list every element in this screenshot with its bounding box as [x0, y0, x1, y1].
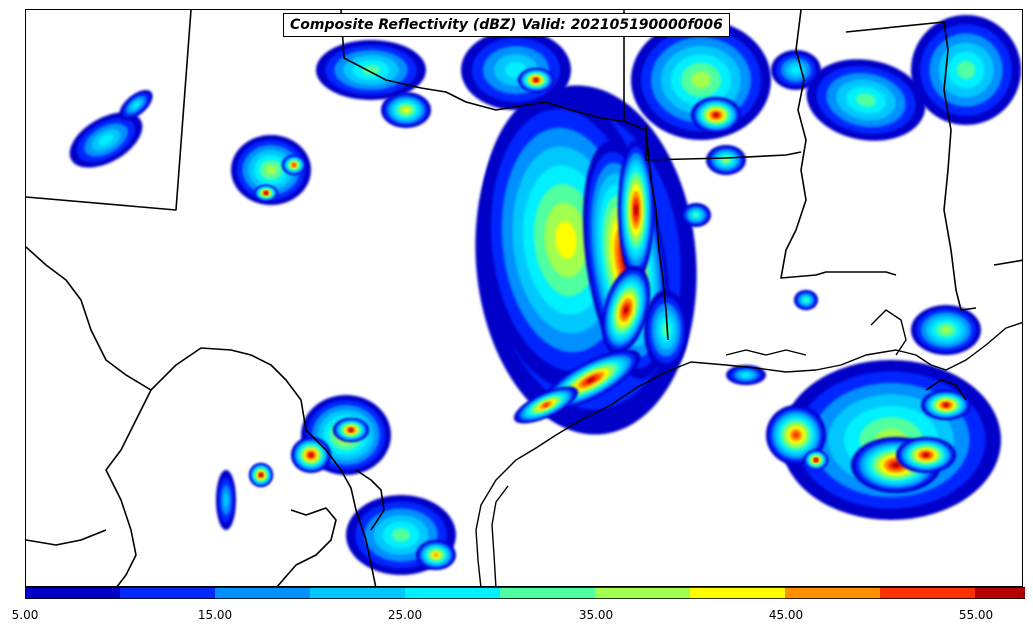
reflectivity-contour [693, 213, 699, 217]
reflectivity-contour [941, 326, 951, 334]
reflectivity-contour [264, 191, 268, 195]
reflectivity-contour [793, 432, 799, 438]
colorbar-segment [310, 587, 406, 599]
reflectivity-contour [292, 163, 296, 167]
colorbar-segment [405, 587, 501, 599]
reflectivity-contour [814, 458, 818, 462]
colorbar-tick-label: 25.00 [387, 608, 423, 622]
reflectivity-contour [309, 453, 313, 457]
colorbar-segment [215, 587, 311, 599]
reflectivity-field [69, 15, 1021, 575]
reflectivity-contour [534, 78, 538, 82]
reflectivity-contour [923, 453, 929, 457]
colorbar-segment [120, 587, 216, 599]
colorbar-segment [880, 587, 976, 599]
state-and-country-boundaries [26, 10, 1022, 586]
reflectivity-contour [361, 65, 381, 75]
reflectivity-contour [691, 71, 711, 89]
reflectivity-contour [542, 402, 550, 408]
coastline [475, 309, 1022, 586]
reflectivity-contour [742, 373, 750, 377]
reflectivity-contour [223, 492, 229, 508]
colorbar [25, 587, 1025, 599]
reflectivity-contour [265, 165, 277, 175]
colorbar-outline [25, 587, 1025, 599]
reflectivity-contour [402, 107, 410, 113]
colorbar-tick-label: 55.00 [958, 608, 994, 622]
reflectivity-contour [804, 298, 808, 302]
colorbar-extend-arrow [1022, 592, 1025, 594]
reflectivity-contour [891, 462, 901, 468]
reflectivity-contour [956, 60, 976, 80]
reflectivity-contour [433, 553, 439, 557]
map-title: Composite Reflectivity (dBZ) Valid: 2021… [283, 13, 730, 37]
reflectivity-contour [349, 428, 353, 432]
reflectivity-contour [132, 102, 140, 108]
reflectivity-contour [713, 113, 719, 117]
colorbar-segment [785, 587, 881, 599]
reflectivity-contour [634, 203, 638, 217]
colorbar-tick-label: 45.00 [768, 608, 804, 622]
reflectivity-contour [586, 377, 596, 383]
reflectivity-contour [791, 66, 801, 74]
reflectivity-contour [856, 93, 876, 107]
colorbar-segment [975, 587, 1025, 599]
reflectivity-contour [623, 306, 629, 314]
reflectivity-contour [391, 528, 411, 542]
colorbar-segment [25, 587, 121, 599]
colorbar-segment [690, 587, 786, 599]
reflectivity-contour [555, 221, 577, 259]
colorbar-tick-label: 35.00 [578, 608, 614, 622]
colorbar-tick-label: 15.00 [197, 608, 233, 622]
colorbar-segment [595, 587, 691, 599]
reflectivity-contour [259, 473, 263, 477]
reflectivity-contour [723, 157, 729, 163]
map-panel [25, 9, 1023, 587]
colorbar-segment [500, 587, 596, 599]
reflectivity-contour [98, 134, 114, 146]
reflectivity-contour [662, 323, 670, 337]
reflectivity-map [26, 10, 1022, 586]
reflectivity-contour [943, 403, 949, 407]
colorbar-tick-label: 5.00 [11, 608, 39, 622]
